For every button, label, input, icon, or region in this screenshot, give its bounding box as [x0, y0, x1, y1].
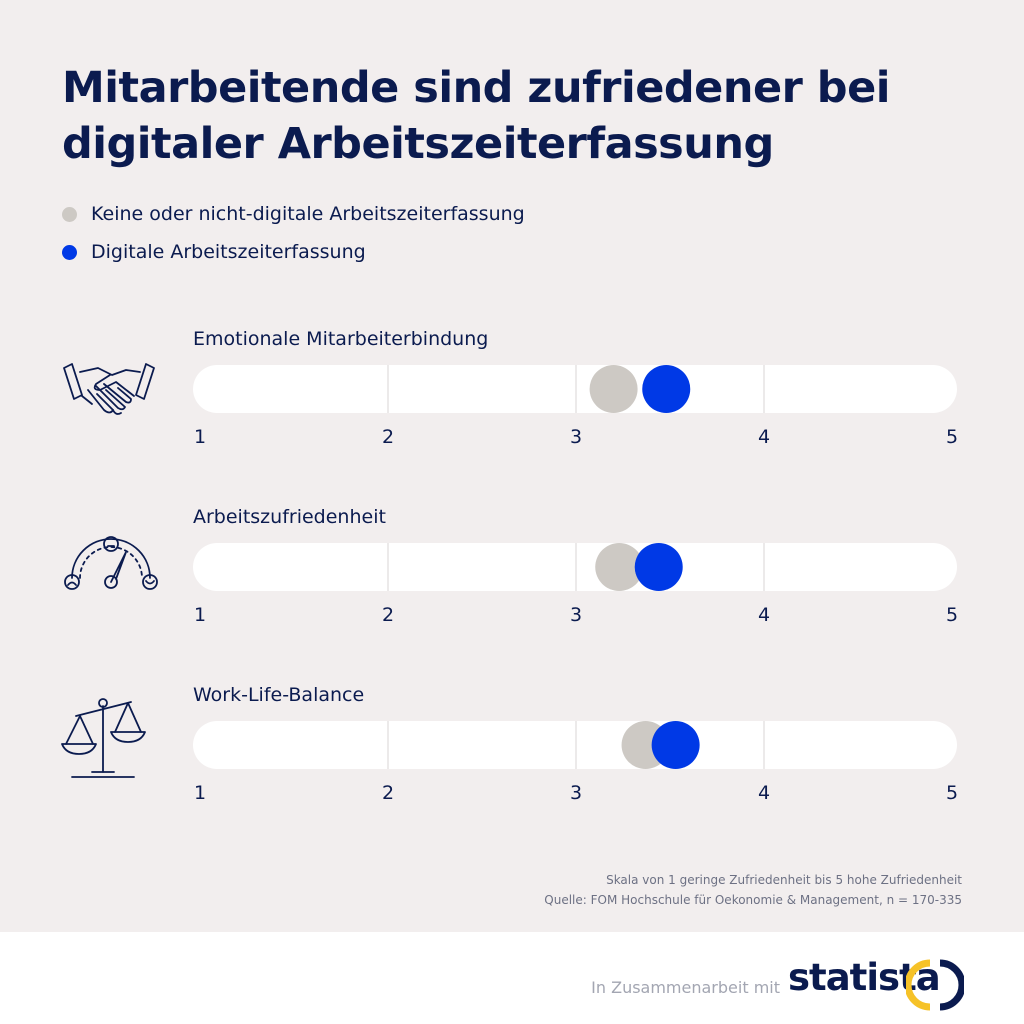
tick-label-1-1: 2	[382, 604, 394, 626]
chart-title: Mitarbeitende sind zufriedener bei digit…	[62, 63, 890, 169]
scales-icon	[61, 698, 146, 778]
tick-label-2-1: 2	[382, 782, 394, 804]
tick-label-2-4: 5	[946, 782, 958, 804]
tick-label-2-3: 4	[758, 782, 770, 804]
point-2-1	[651, 721, 700, 769]
tick-label-0-2: 3	[570, 426, 582, 448]
tick-label-1-2: 3	[570, 604, 582, 626]
legend-dot-grey	[62, 206, 77, 222]
footer: In Zusammenarbeit mit statista	[0, 932, 1024, 1024]
legend-dot-blue	[62, 244, 77, 260]
tick-label-1-4: 5	[946, 604, 958, 626]
dot-plot: Emotionale Mitarbeiterbindung 1 2 3 4 5 Arbeit…	[61, 328, 958, 804]
tick-label-1-0: 1	[194, 604, 206, 626]
tick-label-0-1: 2	[382, 426, 394, 448]
point-0-0	[589, 365, 638, 413]
row-label-1: Arbeitszufriedenheit	[193, 506, 386, 528]
point-1-0	[595, 543, 644, 591]
row-label-2: Work-Life-Balance	[193, 684, 364, 706]
source-note: Quelle: FOM Hochschule für Oekonomie & M…	[544, 893, 962, 907]
track-1	[193, 543, 957, 591]
legend-item-non-digital: Keine oder nicht-digitale Arbeitszeiterf…	[62, 202, 525, 226]
statista-wordmark: statista	[788, 956, 941, 999]
gauge-icon	[64, 536, 158, 590]
scale-note: Skala von 1 geringe Zufriedenheit bis 5 …	[606, 873, 962, 887]
tick-label-0-4: 5	[946, 426, 958, 448]
legend-label-non-digital: Keine oder nicht-digitale Arbeitszeiterf…	[91, 203, 525, 225]
tick-label-2-2: 3	[570, 782, 582, 804]
handshake-icon	[63, 363, 155, 415]
track-0	[193, 365, 957, 413]
legend-label-digital: Digitale Arbeitszeiterfassung	[91, 241, 366, 263]
tick-label-1-3: 4	[758, 604, 770, 626]
collab-text: In Zusammenarbeit mit	[591, 978, 780, 997]
row-label-0: Emotionale Mitarbeiterbindung	[193, 328, 488, 350]
tick-label-0-0: 1	[194, 426, 206, 448]
statista-logo-icon	[906, 959, 964, 1011]
legend-item-digital: Digitale Arbeitszeiterfassung	[62, 240, 366, 264]
tick-label-0-3: 4	[758, 426, 770, 448]
point-0-1	[642, 365, 691, 413]
point-1-1	[634, 543, 683, 591]
track-2	[193, 721, 957, 769]
tick-label-2-0: 1	[194, 782, 206, 804]
